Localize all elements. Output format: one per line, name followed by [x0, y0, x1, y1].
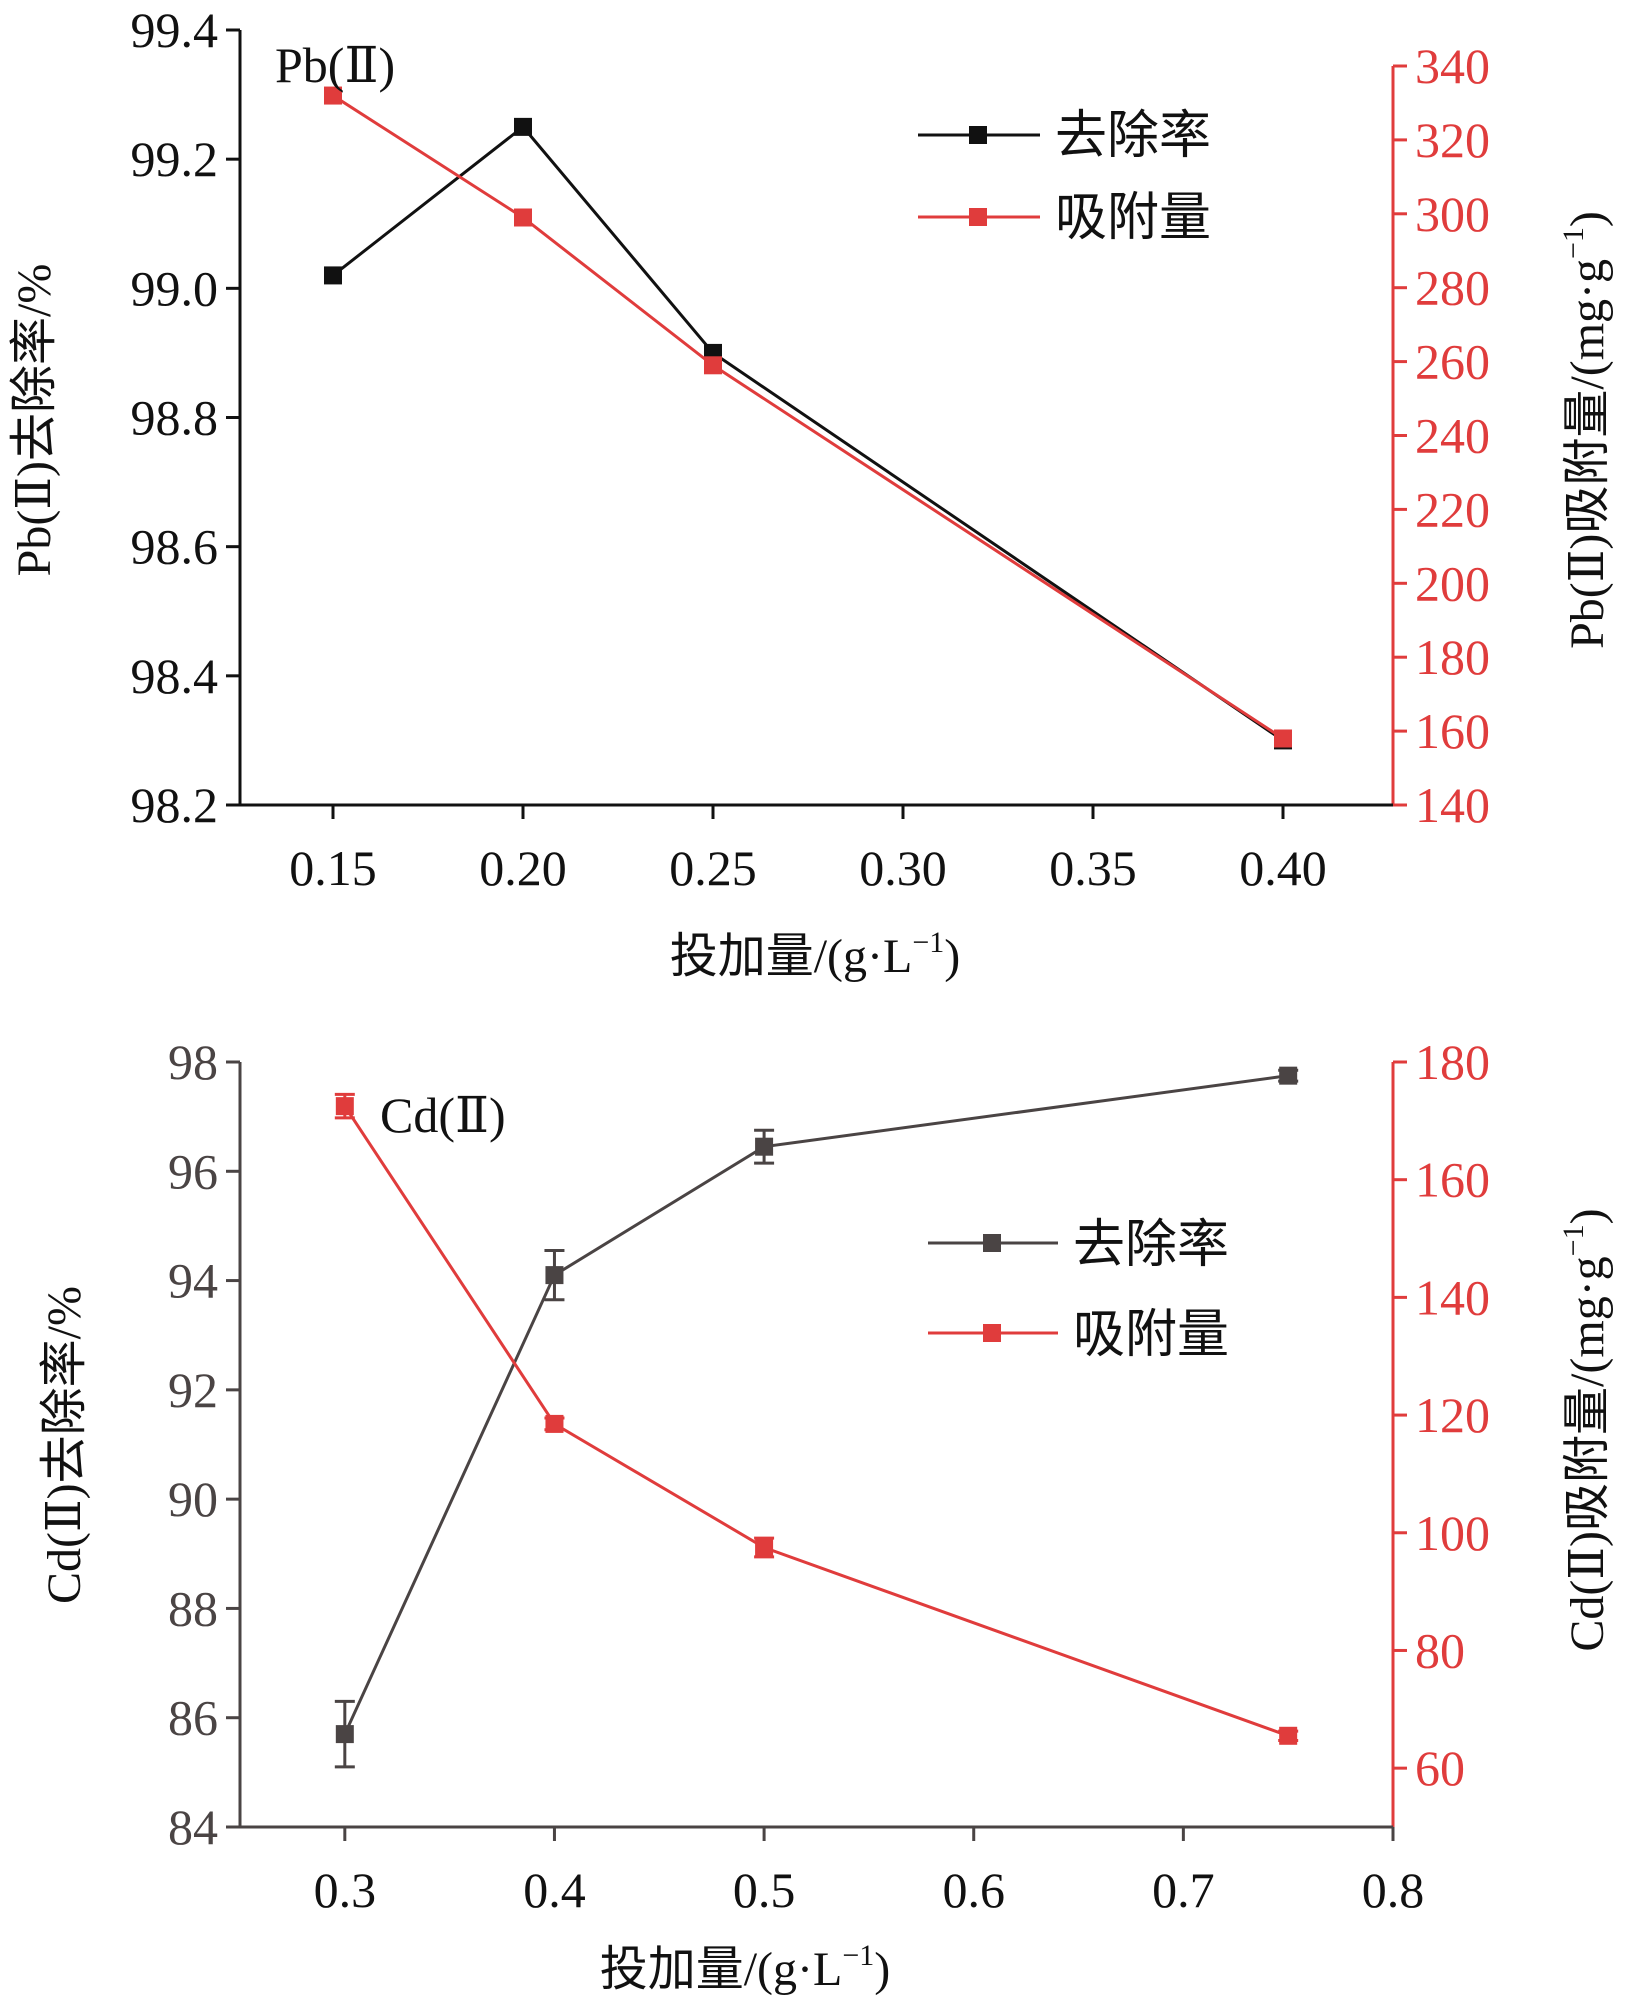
pb-y-right-tick-label: 260 — [1415, 334, 1490, 390]
pb-adsorption-point — [514, 208, 532, 227]
cd-x-axis-label: 投加量/(g·L−1) — [600, 1939, 891, 1996]
pb-legend-adsorption-label: 吸附量 — [1055, 190, 1211, 247]
pb-y-right-tick-label: 200 — [1415, 555, 1490, 611]
pb-x-tick-label: 0.40 — [1239, 840, 1327, 896]
pb-adsorption-point — [324, 86, 342, 105]
cd-legend-adsorption-marker — [983, 1324, 1001, 1342]
pb-y-left-tick-label: 99.2 — [131, 131, 219, 187]
cd-adsorption-point — [755, 1538, 774, 1557]
pb-y-right-tick-label: 280 — [1415, 260, 1490, 316]
cd-y-right-axis-label: Cd(Ⅱ)吸附量/(mg·g−1) — [1557, 1208, 1614, 1651]
cd-y-right-ticks: 60 80 100 120 140 160 180 — [1393, 1034, 1490, 1796]
pb-x-tick-label: 0.25 — [669, 840, 757, 896]
pb-y-right-tick-label: 300 — [1415, 186, 1490, 242]
cd-removal-point — [335, 1725, 354, 1744]
pb-y-right-tick-label: 140 — [1415, 777, 1490, 833]
cd-legend: 去除率 吸附量 — [928, 1217, 1229, 1364]
pb-y-left-tick-label: 98.6 — [131, 519, 219, 575]
pb-x-ticks: 0.15 0.20 0.25 0.30 0.35 0.40 — [289, 805, 1327, 896]
pb-legend-removal-label: 去除率 — [1055, 108, 1211, 165]
cd-y-right-tick-label: 120 — [1415, 1387, 1490, 1443]
pb-y-left-tick-label: 99.0 — [131, 260, 219, 316]
cd-y-right-tick-label: 180 — [1415, 1034, 1490, 1090]
cd-legend-removal-label: 去除率 — [1073, 1217, 1229, 1274]
cd-y-right-tick-label: 140 — [1415, 1269, 1490, 1325]
pb-x-axis-label: 投加量/(g·L−1) — [670, 926, 961, 983]
cd-removal-point — [1279, 1066, 1298, 1085]
pb-y-right-tick-label: 240 — [1415, 408, 1490, 464]
pb-y-right-ticks: 140 160 180 200 220 240 260 280 300 320 340 — [1393, 38, 1490, 833]
cd-y-right-tick-label: 160 — [1415, 1152, 1490, 1208]
cd-x-tick-label: 0.8 — [1362, 1862, 1425, 1918]
pb-legend-removal-marker — [969, 126, 987, 144]
cd-adsorption-point — [1279, 1726, 1298, 1745]
cd-series-removal-line — [343, 1074, 1289, 1735]
cd-y-left-tick-label: 94 — [168, 1253, 218, 1309]
pb-adsorption-point — [704, 356, 722, 375]
pb-y-left-tick-label: 98.2 — [131, 777, 219, 833]
pb-removal-point — [324, 266, 342, 285]
cd-chart-panel: 0.3 0.4 0.5 0.6 0.7 0.8 84 86 88 90 92 94 96 98 60 80… — [38, 1034, 1614, 1996]
cd-x-tick-label: 0.3 — [314, 1862, 377, 1918]
cd-y-right-tick-label: 60 — [1415, 1740, 1465, 1796]
pb-adsorption-point — [1274, 729, 1292, 748]
pb-panel-label: Pb(Ⅱ) — [275, 37, 395, 93]
pb-y-right-tick-label: 180 — [1415, 629, 1490, 685]
cd-x-tick-label: 0.5 — [733, 1862, 796, 1918]
pb-y-left-ticks: 98.2 98.4 98.6 98.8 99.0 99.2 99.4 — [131, 2, 240, 833]
pb-y-right-tick-label: 320 — [1415, 112, 1490, 168]
pb-y-left-tick-label: 98.4 — [131, 648, 219, 704]
cd-removal-point — [755, 1137, 774, 1156]
pb-x-tick-label: 0.35 — [1049, 840, 1137, 896]
cd-removal-point — [545, 1266, 564, 1285]
cd-x-tick-label: 0.7 — [1152, 1862, 1215, 1918]
cd-series-adsorption-line — [343, 1105, 1289, 1738]
cd-panel-label: Cd(Ⅱ) — [380, 1087, 506, 1143]
cd-y-right-tick-label: 100 — [1415, 1505, 1490, 1561]
pb-y-right-tick-label: 160 — [1415, 703, 1490, 759]
cd-adsorption-point — [335, 1097, 354, 1116]
cd-x-tick-label: 0.4 — [523, 1862, 586, 1918]
pb-series-group — [324, 86, 1292, 750]
cd-y-left-tick-label: 88 — [168, 1580, 218, 1636]
cd-y-left-tick-label: 98 — [168, 1034, 218, 1090]
pb-x-tick-label: 0.15 — [289, 840, 377, 896]
pb-chart-panel: 0.15 0.20 0.25 0.30 0.35 0.40 98.298.498.698.… — [8, 2, 1614, 983]
cd-y-left-axis-label: Cd(Ⅱ)去除率/% — [38, 1286, 91, 1604]
cd-y-left-tick-label: 86 — [168, 1690, 218, 1746]
pb-y-right-tick-label: 340 — [1415, 38, 1490, 94]
pb-x-tick-label: 0.20 — [479, 840, 567, 896]
cd-x-ticks: 0.3 0.4 0.5 0.6 0.7 0.8 — [314, 1827, 1425, 1918]
cd-legend-removal-marker — [983, 1234, 1001, 1252]
pb-removal-point — [514, 117, 532, 136]
cd-series-group — [334, 1066, 1299, 1769]
pb-series-adsorption-line — [332, 94, 1284, 740]
cd-y-left-tick-label: 92 — [168, 1362, 218, 1418]
pb-legend-adsorption-marker — [969, 208, 987, 226]
pb-series-removal-line — [332, 124, 1284, 742]
pb-x-tick-label: 0.30 — [859, 840, 947, 896]
cd-y-left-tick-label: 84 — [168, 1799, 218, 1855]
cd-adsorption-point — [545, 1414, 564, 1433]
cd-y-right-tick-label: 80 — [1415, 1622, 1465, 1678]
cd-legend-adsorption-label: 吸附量 — [1073, 1307, 1229, 1364]
cd-x-tick-label: 0.6 — [942, 1862, 1005, 1918]
cd-y-left-ticks: 84 86 88 90 92 94 96 98 — [168, 1034, 240, 1855]
pb-y-right-axis-label: Pb(Ⅱ)吸附量/(mg·g−1) — [1557, 211, 1614, 649]
cd-y-left-tick-label: 96 — [168, 1143, 218, 1199]
pb-y-left-axis-label: Pb(Ⅱ)去除率/% — [8, 264, 61, 577]
pb-y-left-tick-label: 99.4 — [131, 2, 219, 58]
pb-y-left-tick-label: 98.8 — [131, 390, 219, 446]
pb-legend: 去除率 吸附量 — [918, 108, 1211, 247]
cd-y-left-tick-label: 90 — [168, 1471, 218, 1527]
pb-y-right-tick-label: 220 — [1415, 481, 1490, 537]
